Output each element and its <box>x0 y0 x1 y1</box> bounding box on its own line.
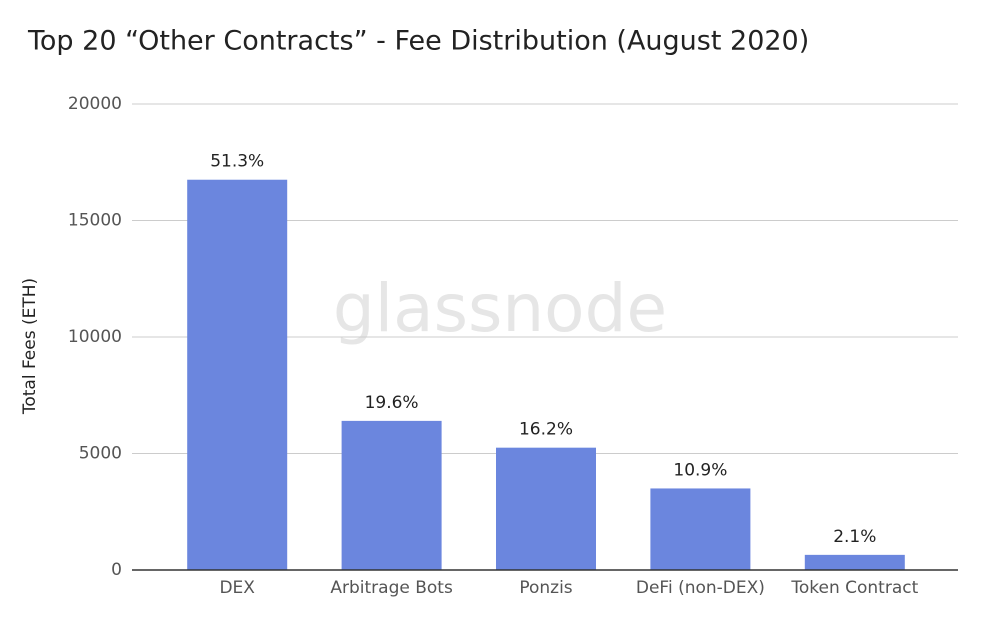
x-tick-label: DeFi (non-DEX) <box>636 578 765 598</box>
bar <box>650 488 751 570</box>
bar <box>496 447 596 570</box>
data-label: 2.1% <box>833 527 876 547</box>
data-label: 10.9% <box>673 460 727 480</box>
y-axis-title: Total Fees (ETH) <box>20 278 40 415</box>
y-tick-label: 20000 <box>68 94 122 114</box>
x-tick-label: DEX <box>219 578 255 598</box>
data-label: 51.3% <box>210 152 264 172</box>
bar <box>341 420 442 570</box>
y-tick-label: 10000 <box>68 327 122 347</box>
bar <box>187 179 288 570</box>
y-tick-label: 5000 <box>79 444 122 464</box>
y-tick-label: 0 <box>111 560 122 580</box>
data-label: 16.2% <box>519 420 573 440</box>
data-label: 19.6% <box>365 393 419 413</box>
bar <box>804 554 905 570</box>
watermark: glassnode <box>333 270 667 347</box>
x-tick-label: Token Contract <box>790 578 918 598</box>
chart-title: Top 20 “Other Contracts” - Fee Distribut… <box>27 26 809 57</box>
x-tick-label: Ponzis <box>519 578 572 598</box>
y-tick-label: 15000 <box>68 211 122 231</box>
x-tick-label: Arbitrage Bots <box>330 578 453 598</box>
